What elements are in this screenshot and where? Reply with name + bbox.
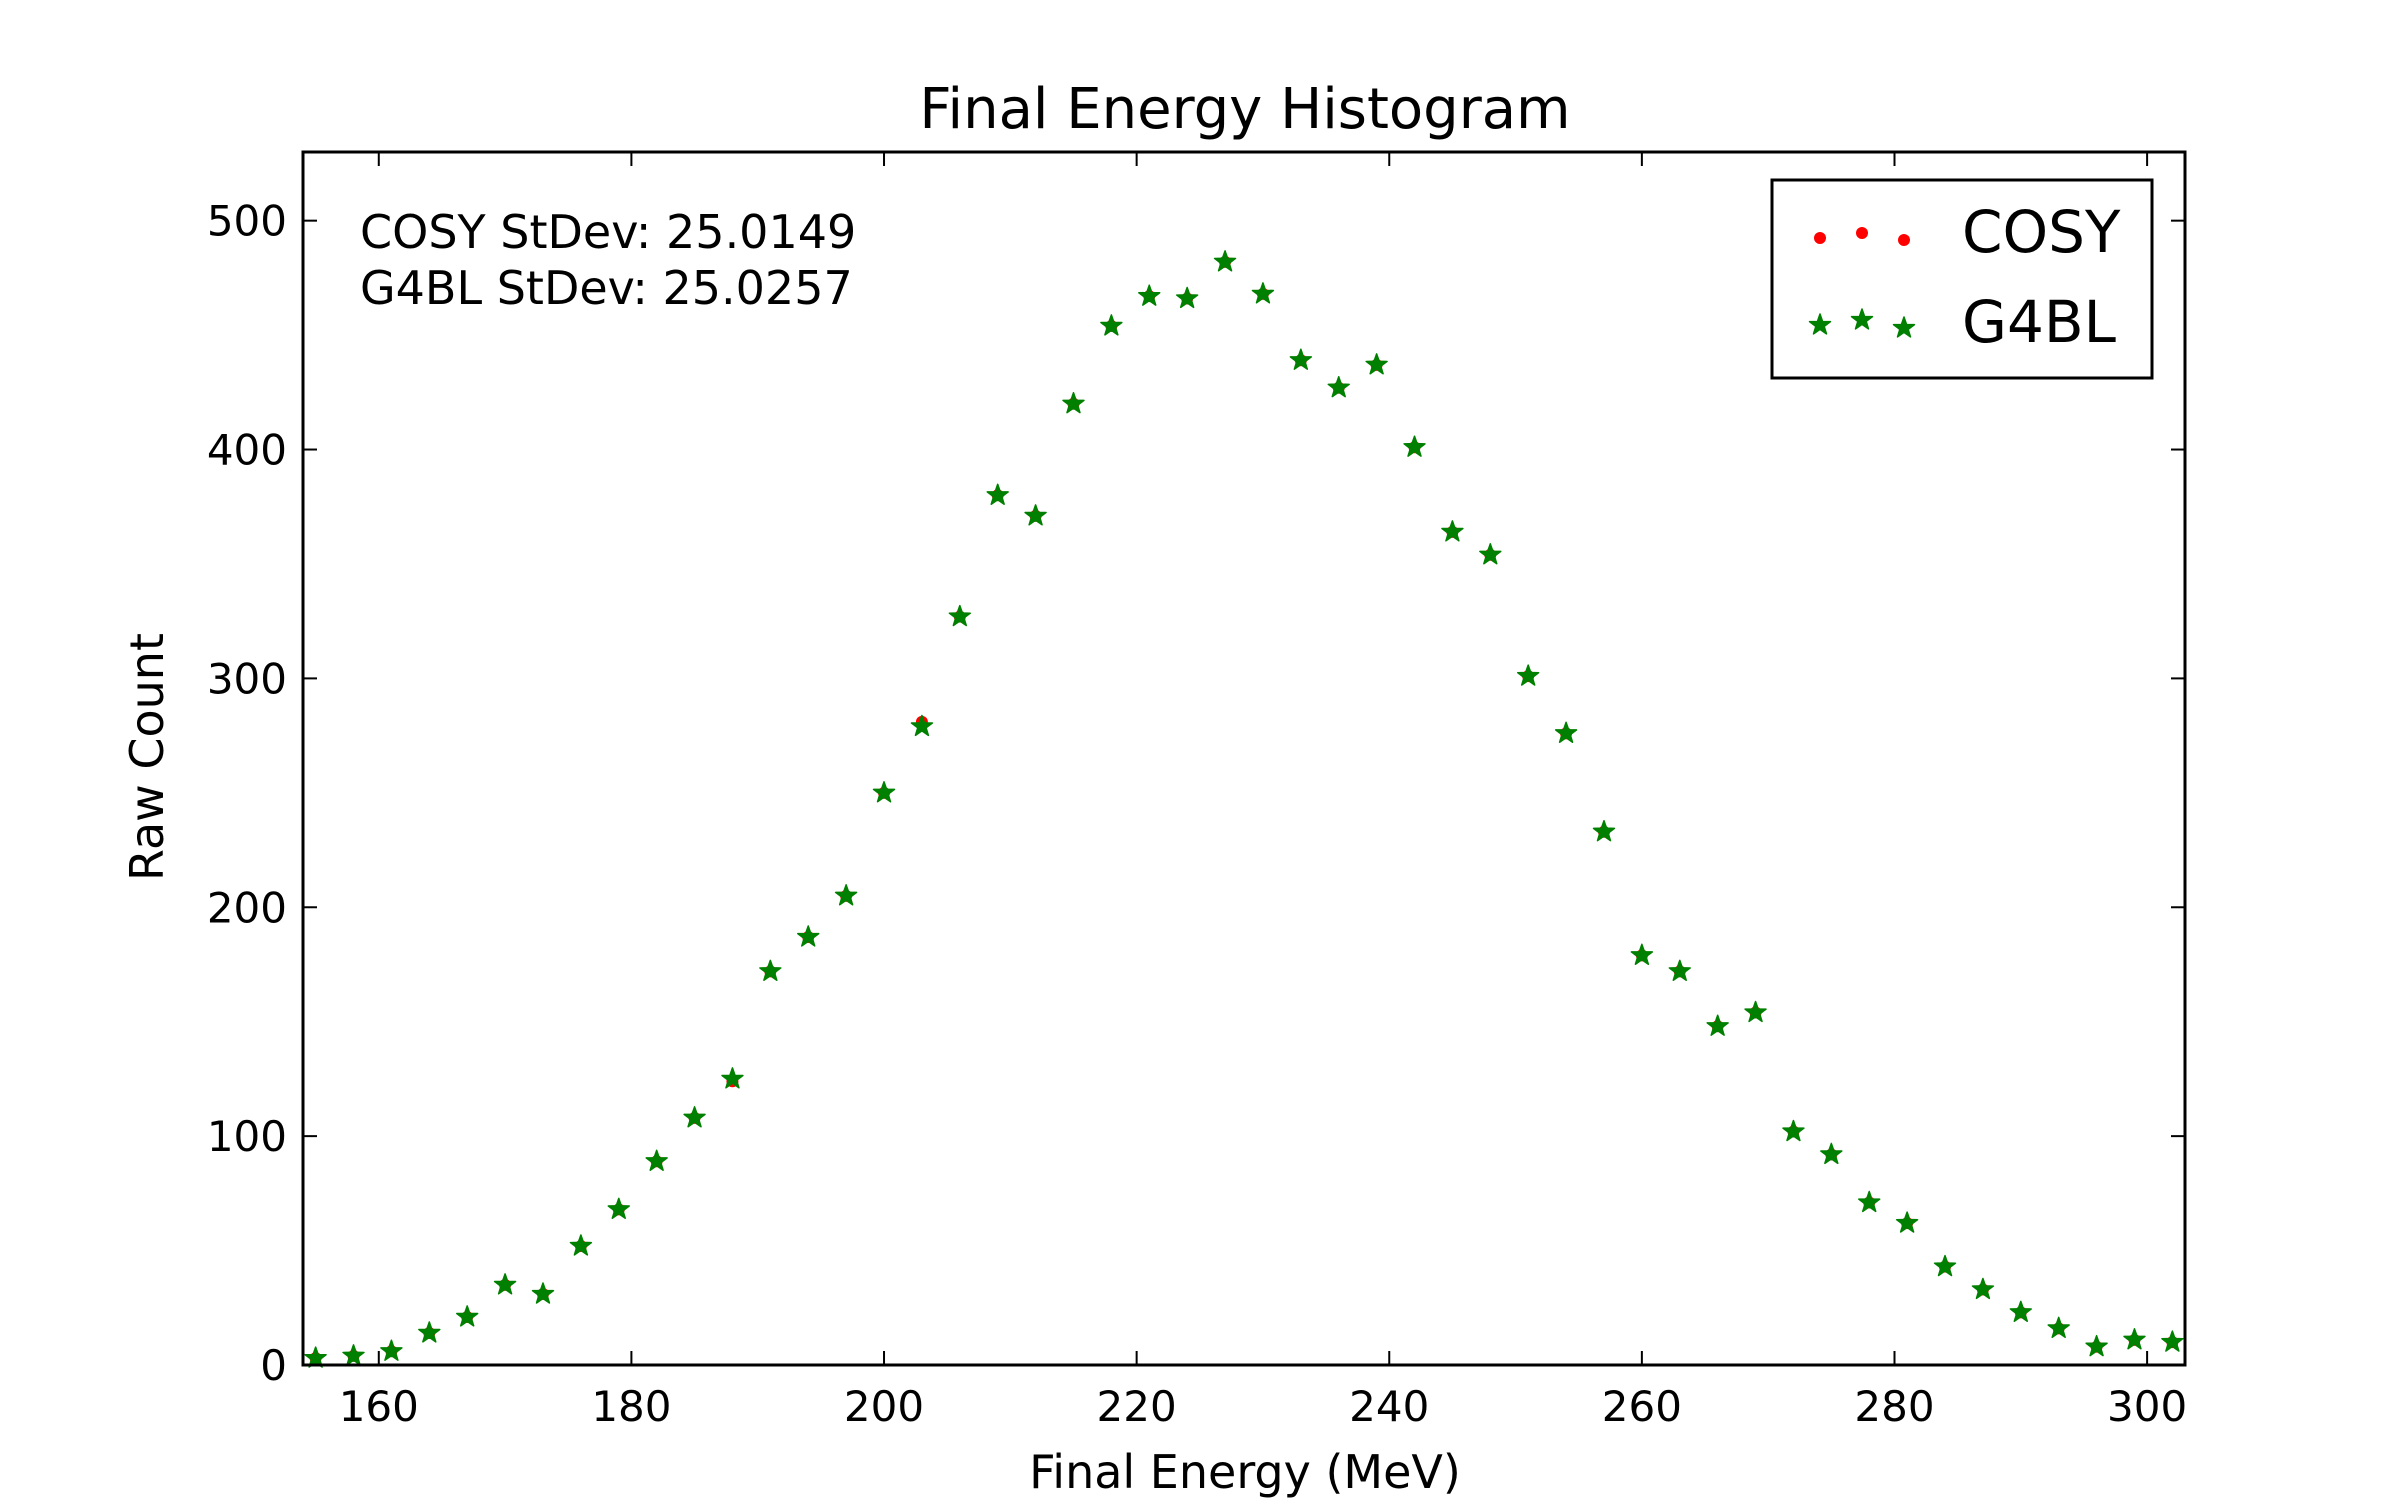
data-point-g4bl xyxy=(2161,1330,2184,1352)
data-point-g4bl xyxy=(607,1197,630,1220)
data-point-g4bl xyxy=(1213,250,1237,272)
y-tick-label: 100 xyxy=(207,1112,287,1161)
data-point-g4bl xyxy=(948,604,972,627)
data-point-g4bl xyxy=(1630,943,1654,965)
legend-marker-point xyxy=(1892,316,1916,338)
data-point-g4bl xyxy=(1024,504,1047,526)
legend-marker-point xyxy=(1808,313,1832,335)
data-point-g4bl xyxy=(569,1234,593,1256)
data-point-g4bl xyxy=(2085,1334,2108,1357)
data-point-g4bl xyxy=(1062,392,1085,414)
data-point-g4bl xyxy=(683,1106,706,1128)
data-point-g4bl xyxy=(1251,282,1275,304)
data-point-g4bl xyxy=(1971,1277,1995,1300)
data-point-g4bl xyxy=(1365,353,1388,375)
y-axis-label: Raw Count xyxy=(120,633,174,881)
axis-tick-labels: 160 180 200 220 240 260 280 300 0 100 200 300 400 500 xyxy=(207,197,2187,1431)
y-tick-label: 500 xyxy=(207,197,287,246)
data-point-g4bl xyxy=(797,925,820,947)
data-point-g4bl xyxy=(1744,1000,1767,1023)
plot-frame xyxy=(301,150,2187,1367)
data-point-g4bl xyxy=(645,1149,668,1171)
data-point-g4bl xyxy=(493,1273,517,1295)
data-point-g4bl xyxy=(342,1344,365,1366)
x-tick-label: 160 xyxy=(339,1382,419,1431)
x-tick-label: 300 xyxy=(2107,1382,2187,1431)
x-tick-label: 180 xyxy=(591,1382,671,1431)
data-point-g4bl xyxy=(1441,520,1464,542)
legend-label-g4bl: G4BL xyxy=(1962,288,2116,356)
data-point-g4bl xyxy=(910,714,934,737)
data-point-g4bl xyxy=(721,1067,744,1089)
legend-marker-point xyxy=(1850,308,1874,330)
x-tick-label: 240 xyxy=(1349,1382,1429,1431)
legend-marker-point xyxy=(1814,232,1826,244)
data-point-g4bl xyxy=(1668,959,1691,981)
data-point-g4bl xyxy=(872,781,896,803)
series-g4bl xyxy=(304,250,2184,1368)
data-point-g4bl xyxy=(1289,348,1313,370)
data-point-g4bl xyxy=(531,1282,555,1304)
data-point-g4bl xyxy=(2123,1328,2146,1350)
x-tick-label: 200 xyxy=(844,1382,924,1431)
plot-area: 160 180 200 220 240 260 280 300 0 100 200 300 400 500 xyxy=(207,150,2187,1431)
legend-marker-g4bl xyxy=(1808,308,1916,338)
legend: COSY G4BL xyxy=(1770,178,2154,380)
data-point-g4bl xyxy=(986,483,1009,505)
data-point-g4bl xyxy=(1592,819,1616,842)
axis-ticks xyxy=(303,152,2185,1366)
x-axis-label: Final Energy (MeV) xyxy=(1029,1445,1461,1499)
data-point-g4bl xyxy=(834,884,858,906)
annotation-cosy-stdev: COSY StDev: 25.0149 xyxy=(360,205,856,259)
data-point-g4bl xyxy=(418,1321,441,1343)
x-tick-label: 220 xyxy=(1097,1382,1177,1431)
data-point-g4bl xyxy=(1820,1142,1843,1165)
legend-marker-cosy xyxy=(1814,227,1910,246)
data-point-g4bl xyxy=(759,959,782,981)
data-point-g4bl xyxy=(1479,543,1502,565)
legend-marker-point xyxy=(1898,234,1910,246)
annotation-g4bl-stdev: G4BL StDev: 25.0257 xyxy=(360,261,853,315)
chart-title: Final Energy Histogram xyxy=(919,77,1570,142)
data-point-g4bl xyxy=(1858,1190,1881,1213)
data-point-g4bl xyxy=(1706,1014,1729,1036)
legend-label-cosy: COSY xyxy=(1962,198,2121,266)
data-point-g4bl xyxy=(1933,1254,1957,1277)
data-point-g4bl xyxy=(1895,1211,1919,1233)
data-point-g4bl xyxy=(1100,314,1123,336)
y-tick-label: 300 xyxy=(207,654,287,703)
data-point-g4bl xyxy=(1516,664,1540,686)
data-point-g4bl xyxy=(1554,721,1578,743)
y-tick-label: 0 xyxy=(260,1341,287,1390)
x-tick-label: 260 xyxy=(1602,1382,1682,1431)
legend-box xyxy=(1770,178,2154,380)
x-tick-label: 280 xyxy=(1854,1382,1934,1431)
data-point-g4bl xyxy=(1175,286,1199,309)
data-point-g4bl xyxy=(1138,284,1161,306)
data-point-g4bl xyxy=(1782,1119,1805,1142)
data-point-g4bl xyxy=(2009,1300,2033,1323)
y-tick-label: 400 xyxy=(207,426,287,475)
data-point-g4bl xyxy=(455,1305,479,1327)
y-tick-label: 200 xyxy=(207,883,287,932)
data-point-g4bl xyxy=(380,1339,403,1361)
legend-marker-point xyxy=(1856,227,1868,239)
data-point-g4bl xyxy=(1403,435,1426,457)
data-point-g4bl xyxy=(304,1346,327,1368)
data-point-g4bl xyxy=(1327,375,1350,398)
data-point-g4bl xyxy=(2047,1316,2070,1339)
